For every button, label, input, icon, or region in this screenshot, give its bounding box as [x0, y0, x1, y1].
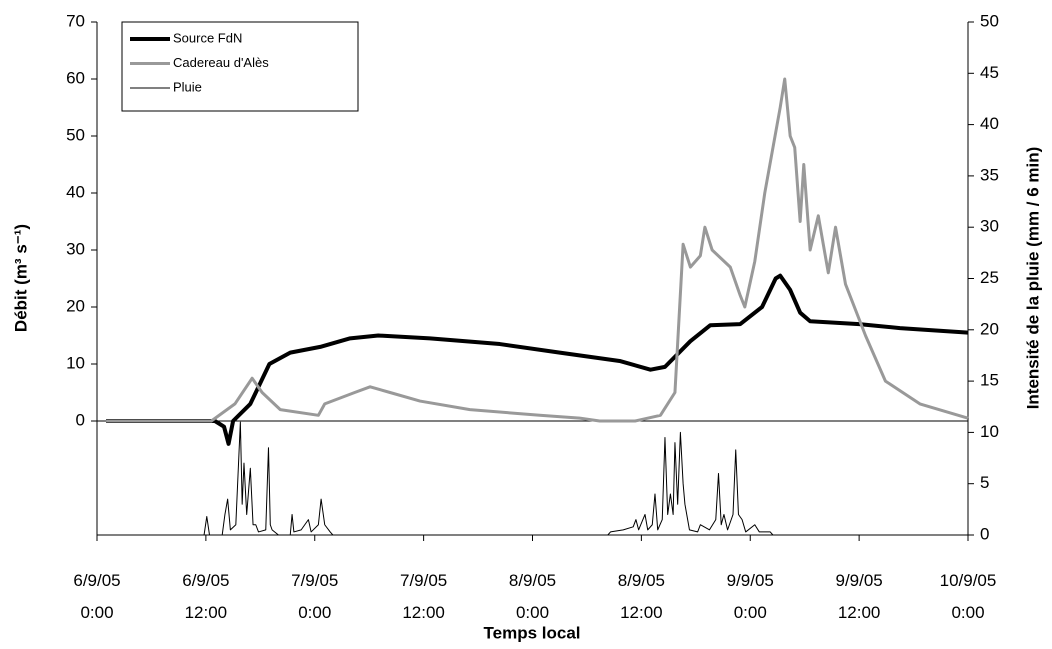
y-tick-label: 10 [66, 353, 85, 372]
y2-tick-label: 15 [980, 371, 999, 390]
legend-label: Cadereau d'Alès [173, 55, 269, 70]
legend-label: Pluie [173, 79, 202, 94]
x-tick-label: 9/9/05 12:00 [835, 571, 883, 622]
series-line [106, 273, 969, 446]
y-tick-label: 40 [66, 182, 85, 201]
y-tick-label: 60 [66, 68, 85, 87]
y2-tick-label: 50 [980, 11, 999, 30]
y2-axis-label: Intensité de la pluie (mm / 6 min) [1023, 147, 1042, 410]
y2-tick-label: 45 [980, 63, 999, 82]
y2-tick-label: 35 [980, 165, 999, 184]
legend-label: Source FdN [173, 30, 242, 45]
legend-box [121, 21, 359, 112]
y2-tick-label: 40 [980, 114, 999, 133]
x-tick-label: 7/9/05 12:00 [399, 571, 448, 622]
y2-tick-label: 25 [980, 268, 999, 287]
y2-tick-label: 10 [980, 422, 999, 441]
x-tick-label: 10/9/05 0:00 [939, 571, 997, 622]
x-axis-label: Temps local [484, 623, 581, 642]
x-tick-label: 6/9/05 12:00 [182, 571, 230, 622]
x-tick-label: 8/9/05 12:00 [617, 571, 665, 622]
x-tick-label: 8/9/05 0:00 [508, 571, 557, 622]
x-tick-label: 9/9/05 0:00 [726, 571, 774, 622]
y-tick-label: 0 [76, 410, 85, 429]
y2-tick-label: 5 [980, 473, 989, 492]
y-tick-label: 20 [66, 296, 85, 315]
y2-tick-label: 30 [980, 217, 999, 236]
y-axis-label: Débit (m³ s⁻¹) [11, 224, 30, 332]
series-line [106, 421, 774, 536]
y-tick-label: 30 [66, 239, 85, 258]
series-line [106, 77, 969, 423]
x-tick-label: 6/9/05 0:00 [73, 571, 121, 622]
y2-tick-label: 0 [980, 524, 989, 543]
x-tick-label: 7/9/05 0:00 [291, 571, 339, 622]
y-tick-label: 50 [66, 125, 85, 144]
y2-tick-label: 20 [980, 319, 999, 338]
y-tick-label: 70 [66, 11, 85, 30]
